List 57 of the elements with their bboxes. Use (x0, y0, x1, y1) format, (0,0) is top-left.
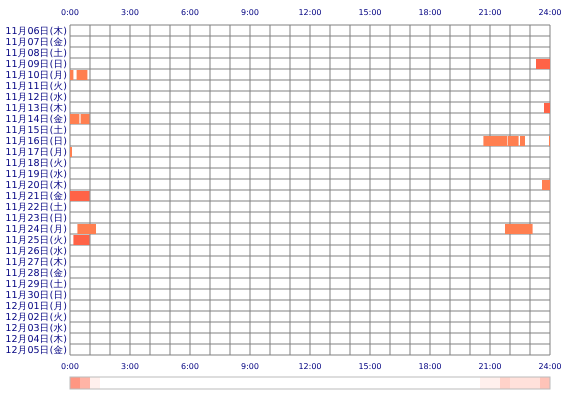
x-tick-label: 3:00 (121, 362, 139, 371)
y-tick-label: 11月23日(日) (5, 213, 67, 224)
y-tick-label: 11月29日(土) (5, 278, 67, 290)
x-tick-label: 18:00 (418, 362, 442, 371)
bar (77, 224, 96, 234)
y-tick-label: 11月21日(金) (5, 190, 67, 202)
y-tick-label: 11月13日(木) (5, 102, 67, 114)
y-tick-label: 11月16日(日) (5, 136, 67, 147)
x-tick-label: 0:00 (61, 362, 79, 371)
bar (505, 224, 533, 234)
y-tick-label: 11月10日(月) (5, 70, 67, 81)
y-tick-label: 11月06日(木) (5, 25, 67, 37)
y-tick-label: 11月22日(土) (5, 201, 67, 213)
y-tick-label: 11月26日(水) (5, 245, 67, 257)
x-tick-label: 12:00 (298, 362, 322, 371)
y-tick-label: 12月01日(月) (5, 301, 67, 312)
y-tick-label: 11月30日(日) (5, 290, 67, 301)
y-tick-label: 11月18日(火) (5, 157, 67, 169)
bar (76, 70, 88, 80)
bar (542, 180, 550, 190)
y-tick-label: 11月14日(金) (5, 113, 67, 125)
x2-tick-label: 3:00 (121, 8, 139, 17)
y-tick-label: 11月07日(金) (5, 36, 67, 48)
bar (70, 70, 74, 80)
x2-tick-label: 18:00 (418, 8, 442, 17)
x-tick-label: 15:00 (358, 362, 382, 371)
bar (70, 191, 90, 201)
y-tick-label: 11月25日(火) (5, 234, 67, 246)
y-tick-label: 11月24日(月) (5, 224, 67, 235)
x-tick-label: 24:00 (538, 362, 562, 371)
y-tick-label: 11月15日(土) (5, 124, 67, 136)
x2-tick-label: 24:00 (538, 8, 562, 17)
y-tick-label: 12月02日(火) (5, 311, 67, 323)
bar (73, 235, 90, 245)
x2-tick-label: 0:00 (61, 8, 79, 17)
x-tick-label: 21:00 (478, 362, 502, 371)
y-tick-label: 11月12日(水) (5, 91, 67, 103)
y-tick-label: 12月05日(金) (5, 344, 67, 356)
bar (536, 59, 550, 69)
y-tick-label: 11月08日(土) (5, 47, 67, 59)
x2-tick-label: 21:00 (478, 8, 502, 17)
y-tick-label: 11月11日(火) (5, 80, 67, 92)
bar (544, 103, 550, 113)
y-tick-label: 11月27日(木) (5, 256, 67, 268)
y-tick-label: 11月09日(日) (5, 59, 67, 70)
y-tick-label: 12月03日(水) (5, 322, 67, 334)
y-tick-label: 12月04日(木) (5, 333, 67, 345)
y-tick-label: 11月20日(木) (5, 179, 67, 191)
x2-tick-label: 9:00 (241, 8, 259, 17)
x2-tick-label: 12:00 (298, 8, 322, 17)
y-tick-label: 11月28日(金) (5, 267, 67, 279)
x-tick-label: 9:00 (241, 362, 259, 371)
y-tick-label: 11月19日(水) (5, 168, 67, 180)
x2-tick-label: 15:00 (358, 8, 382, 17)
x-tick-label: 6:00 (181, 362, 199, 371)
y-tick-label: 11月17日(月) (5, 147, 67, 158)
x2-tick-label: 6:00 (181, 8, 199, 17)
